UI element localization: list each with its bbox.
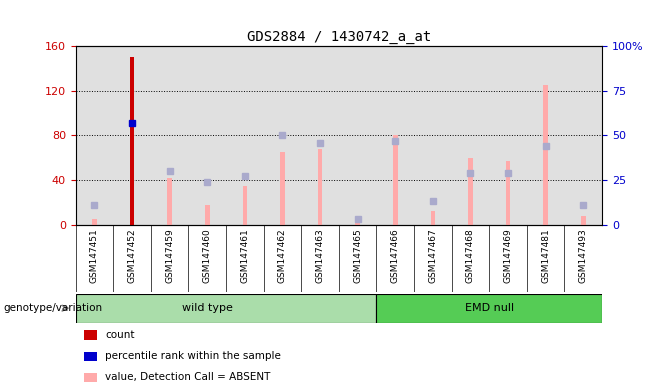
Bar <box>451 46 490 225</box>
Text: GSM147452: GSM147452 <box>128 228 137 283</box>
Bar <box>544 85 548 225</box>
Text: count: count <box>105 330 135 340</box>
Text: GSM147468: GSM147468 <box>466 228 475 283</box>
Bar <box>414 46 451 225</box>
Bar <box>264 46 301 225</box>
Text: GSM147462: GSM147462 <box>278 228 287 283</box>
Text: GSM147469: GSM147469 <box>503 228 513 283</box>
Bar <box>393 136 397 225</box>
Bar <box>506 161 511 225</box>
Text: wild type: wild type <box>182 303 233 313</box>
Text: genotype/variation: genotype/variation <box>3 303 103 313</box>
Bar <box>188 46 226 225</box>
Bar <box>76 294 376 323</box>
Bar <box>84 372 97 382</box>
Text: GSM147461: GSM147461 <box>240 228 249 283</box>
Bar <box>527 46 565 225</box>
Bar <box>376 294 602 323</box>
Bar <box>339 46 376 225</box>
Bar <box>167 178 172 225</box>
Text: EMD null: EMD null <box>465 303 514 313</box>
Bar <box>76 46 113 225</box>
Bar <box>84 352 97 361</box>
Text: GSM147463: GSM147463 <box>316 228 324 283</box>
Bar <box>581 216 586 225</box>
Bar <box>565 46 602 225</box>
Bar <box>205 205 209 225</box>
Bar <box>92 219 97 225</box>
Bar <box>376 46 414 225</box>
Bar <box>226 46 264 225</box>
Bar <box>151 46 188 225</box>
Text: GSM147493: GSM147493 <box>579 228 588 283</box>
Text: value, Detection Call = ABSENT: value, Detection Call = ABSENT <box>105 372 270 382</box>
Text: GSM147460: GSM147460 <box>203 228 212 283</box>
Bar <box>280 152 285 225</box>
Bar <box>318 149 322 225</box>
Title: GDS2884 / 1430742_a_at: GDS2884 / 1430742_a_at <box>247 30 431 44</box>
Bar <box>355 221 360 225</box>
Text: GSM147481: GSM147481 <box>541 228 550 283</box>
Bar <box>130 57 134 225</box>
Text: percentile rank within the sample: percentile rank within the sample <box>105 351 281 361</box>
Text: GSM147466: GSM147466 <box>391 228 400 283</box>
Bar <box>301 46 339 225</box>
Text: GSM147451: GSM147451 <box>90 228 99 283</box>
Bar <box>113 46 151 225</box>
Bar <box>84 330 97 340</box>
Text: GSM147467: GSM147467 <box>428 228 438 283</box>
Bar <box>468 158 472 225</box>
Bar <box>490 46 527 225</box>
Text: GSM147465: GSM147465 <box>353 228 362 283</box>
Text: GSM147459: GSM147459 <box>165 228 174 283</box>
Bar <box>243 185 247 225</box>
Bar <box>430 211 435 225</box>
